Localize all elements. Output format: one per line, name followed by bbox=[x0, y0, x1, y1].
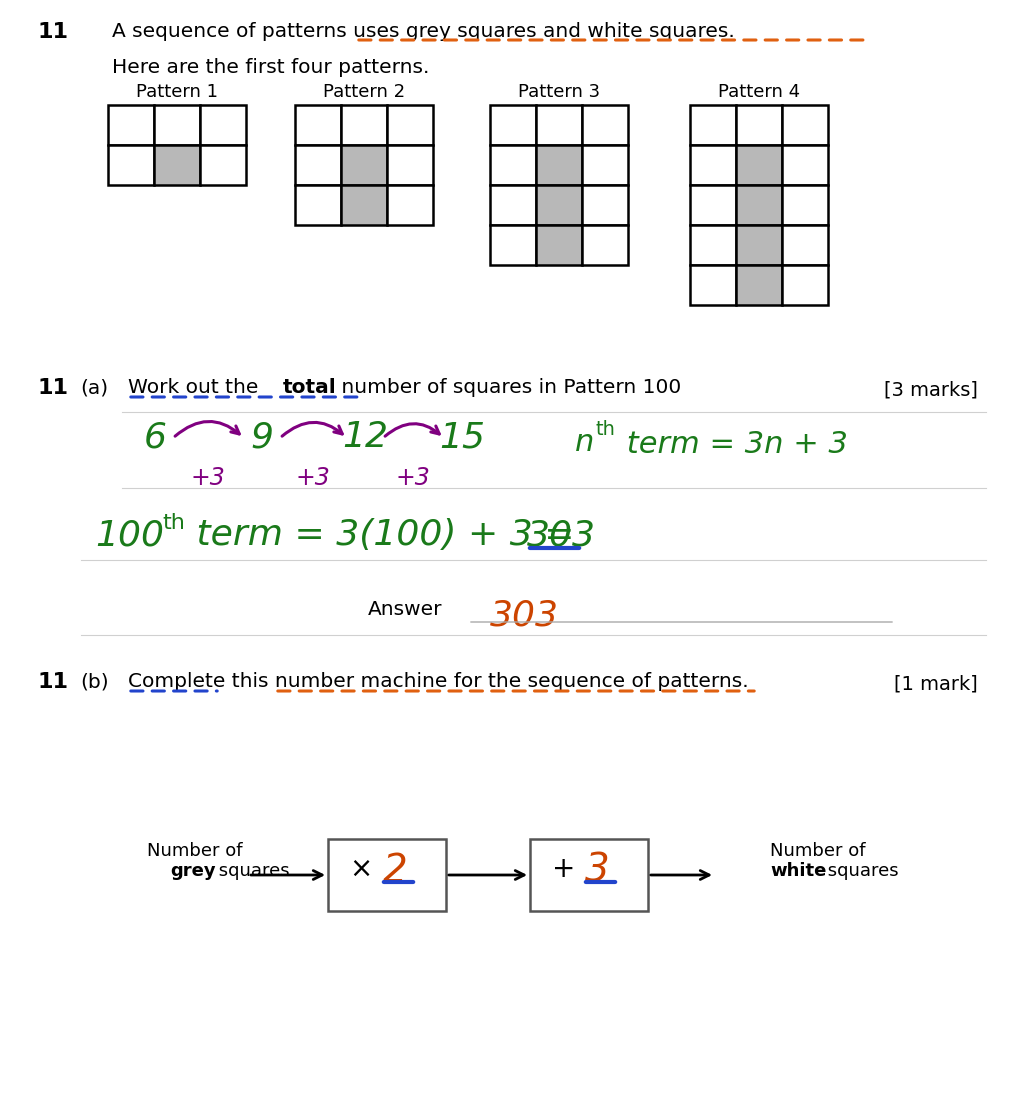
Text: th: th bbox=[162, 513, 185, 533]
Bar bbox=[200, 145, 246, 185]
FancyArrowPatch shape bbox=[282, 422, 342, 436]
Text: 9: 9 bbox=[251, 420, 273, 454]
Text: A sequence of patterns uses grey squares and white squares.: A sequence of patterns uses grey squares… bbox=[112, 22, 735, 41]
Text: squares: squares bbox=[822, 862, 898, 880]
Bar bbox=[387, 106, 433, 145]
Text: +3: +3 bbox=[395, 466, 431, 490]
Text: Number of: Number of bbox=[770, 842, 866, 861]
Text: Here are the first four patterns.: Here are the first four patterns. bbox=[112, 58, 430, 77]
Bar bbox=[490, 225, 536, 265]
Text: 11: 11 bbox=[38, 22, 69, 42]
Text: total: total bbox=[283, 378, 336, 397]
Text: Pattern 3: Pattern 3 bbox=[518, 84, 600, 101]
Text: Pattern 1: Pattern 1 bbox=[136, 84, 218, 101]
Text: 2: 2 bbox=[383, 852, 407, 890]
Text: 303: 303 bbox=[527, 518, 596, 552]
Text: Pattern 2: Pattern 2 bbox=[323, 84, 405, 101]
Text: 3: 3 bbox=[585, 852, 610, 890]
Text: [1 mark]: [1 mark] bbox=[894, 674, 978, 693]
Bar bbox=[490, 185, 536, 225]
Bar bbox=[782, 265, 828, 306]
Text: 15: 15 bbox=[439, 420, 485, 454]
Text: th: th bbox=[595, 420, 615, 439]
Bar bbox=[690, 185, 736, 225]
Text: +3: +3 bbox=[296, 466, 330, 490]
Bar bbox=[582, 185, 628, 225]
Bar bbox=[782, 106, 828, 145]
Bar bbox=[341, 106, 387, 145]
Bar bbox=[295, 145, 341, 185]
Bar bbox=[736, 265, 782, 306]
Bar bbox=[736, 145, 782, 185]
Bar bbox=[490, 106, 536, 145]
Text: grey: grey bbox=[170, 862, 215, 880]
Bar bbox=[690, 145, 736, 185]
Bar bbox=[736, 106, 782, 145]
Text: term = 3n + 3: term = 3n + 3 bbox=[617, 430, 848, 459]
Text: n: n bbox=[575, 428, 594, 457]
Bar bbox=[782, 225, 828, 265]
Bar bbox=[154, 106, 200, 145]
Bar bbox=[154, 145, 200, 185]
Bar bbox=[690, 225, 736, 265]
Text: (a): (a) bbox=[80, 378, 108, 397]
Bar bbox=[387, 185, 433, 225]
Bar bbox=[782, 145, 828, 185]
Text: squares: squares bbox=[213, 862, 290, 880]
Text: 6: 6 bbox=[143, 420, 167, 454]
Text: 11: 11 bbox=[38, 671, 69, 692]
Bar bbox=[328, 839, 446, 911]
Bar bbox=[536, 145, 582, 185]
Bar bbox=[295, 106, 341, 145]
Bar bbox=[536, 106, 582, 145]
Bar bbox=[582, 145, 628, 185]
Text: 11: 11 bbox=[38, 378, 69, 398]
Text: 100: 100 bbox=[96, 518, 164, 552]
Bar bbox=[536, 185, 582, 225]
Bar bbox=[582, 225, 628, 265]
Text: white: white bbox=[770, 862, 826, 880]
Bar bbox=[690, 265, 736, 306]
Text: (b): (b) bbox=[80, 671, 109, 691]
Bar bbox=[341, 185, 387, 225]
Text: [3 marks]: [3 marks] bbox=[884, 380, 978, 399]
Bar bbox=[295, 185, 341, 225]
Bar bbox=[690, 106, 736, 145]
Text: Pattern 4: Pattern 4 bbox=[718, 84, 800, 101]
Text: number of squares in Pattern 100: number of squares in Pattern 100 bbox=[335, 378, 682, 397]
FancyArrowPatch shape bbox=[175, 421, 240, 436]
Text: ×: × bbox=[350, 855, 382, 882]
Text: Complete this number machine for the sequence of patterns.: Complete this number machine for the seq… bbox=[128, 671, 749, 691]
Text: +: + bbox=[552, 855, 584, 882]
FancyArrowPatch shape bbox=[385, 424, 439, 436]
Bar bbox=[108, 106, 154, 145]
Bar bbox=[200, 106, 246, 145]
Bar bbox=[108, 145, 154, 185]
Text: +3: +3 bbox=[191, 466, 226, 490]
Bar bbox=[736, 185, 782, 225]
Bar bbox=[341, 145, 387, 185]
Text: Work out the: Work out the bbox=[128, 378, 265, 397]
Text: term = 3(100) + 3 =: term = 3(100) + 3 = bbox=[185, 518, 586, 552]
Bar bbox=[530, 839, 648, 911]
Text: Number of: Number of bbox=[147, 842, 243, 861]
Bar bbox=[736, 225, 782, 265]
Text: 12: 12 bbox=[342, 420, 388, 454]
Bar bbox=[490, 145, 536, 185]
Bar bbox=[387, 145, 433, 185]
Text: 303: 303 bbox=[490, 598, 559, 632]
Bar bbox=[536, 225, 582, 265]
Bar bbox=[582, 106, 628, 145]
Text: Answer: Answer bbox=[368, 600, 443, 619]
Bar bbox=[782, 185, 828, 225]
